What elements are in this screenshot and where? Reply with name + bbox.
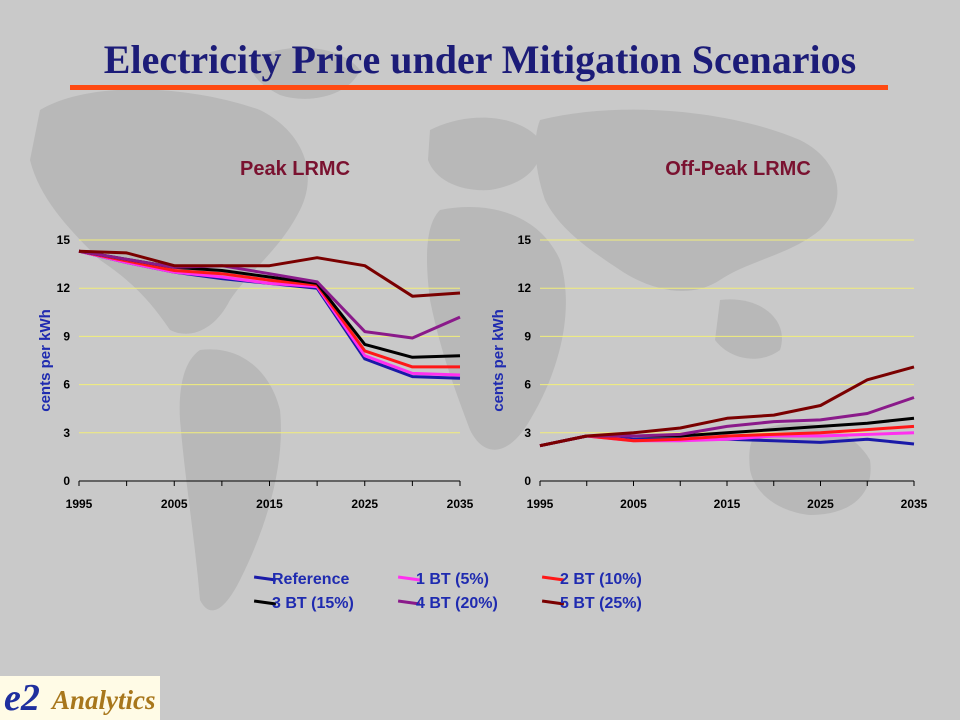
- series-line-reference: [78, 249, 461, 380]
- legend-label: 4 BT (20%): [416, 595, 498, 612]
- legend-item-1bt: 1 BT (5%): [396, 570, 540, 590]
- series-line-5-bt-25: [78, 249, 461, 298]
- legend-item-3bt: 3 BT (15%): [252, 594, 396, 614]
- legend-label: 1 BT (5%): [416, 571, 489, 588]
- x-tick-label: 2025: [807, 497, 834, 511]
- y-tick-label: 9: [524, 329, 531, 343]
- legend-item-4bt: 4 BT (20%): [396, 594, 540, 614]
- logo-mark: e2: [4, 677, 40, 719]
- x-tick-label: 2015: [256, 497, 283, 511]
- y-tick-label: 6: [63, 378, 70, 392]
- legend-item-reference: Reference: [252, 570, 396, 590]
- legend-item-5bt: 5 BT (25%): [540, 594, 684, 614]
- y-tick-label: 12: [57, 281, 71, 295]
- series-line-4-bt-20: [78, 249, 461, 340]
- x-tick-label: 1995: [527, 497, 554, 511]
- chart-title: Peak LRMC: [240, 158, 350, 180]
- chart-title: Off-Peak LRMC: [665, 158, 811, 180]
- y-axis-label: cents per kWh: [490, 309, 507, 412]
- x-tick-label: 2035: [901, 497, 928, 511]
- chart-legend: Reference 1 BT (5%) 2 BT (10%) 3 BT (15%…: [252, 570, 684, 614]
- series-line-2-bt-10: [539, 424, 915, 448]
- x-tick-label: 1995: [66, 497, 93, 511]
- series-line-2-bt-10: [78, 249, 460, 369]
- x-tick-label: 2025: [351, 497, 378, 511]
- x-tick-label: 2005: [620, 497, 647, 511]
- y-tick-label: 6: [524, 378, 531, 392]
- series-line-1-bt-5: [78, 249, 461, 377]
- y-tick-label: 0: [63, 474, 70, 488]
- legend-label: Reference: [272, 571, 350, 588]
- slide-title: Electricity Price under Mitigation Scena…: [103, 37, 857, 82]
- y-tick-label: 3: [524, 426, 531, 440]
- legend-label: 2 BT (10%): [560, 571, 642, 588]
- y-tick-label: 15: [57, 233, 71, 247]
- legend-item-2bt: 2 BT (10%): [540, 570, 684, 590]
- legend-label: 3 BT (15%): [272, 595, 354, 612]
- y-tick-label: 3: [63, 426, 70, 440]
- series-line-3-bt-15: [539, 416, 915, 448]
- y-tick-label: 12: [518, 281, 532, 295]
- title-underline: [70, 85, 888, 90]
- x-tick-label: 2035: [447, 497, 474, 511]
- y-tick-label: 0: [524, 474, 531, 488]
- company-logo: e2 Analytics: [0, 676, 160, 720]
- y-axis-label: cents per kWh: [37, 309, 54, 412]
- x-tick-label: 2005: [161, 497, 188, 511]
- y-tick-label: 15: [518, 233, 532, 247]
- series-line-5-bt-25: [539, 365, 915, 448]
- legend-label: 5 BT (25%): [560, 595, 642, 612]
- logo-text: Analytics: [52, 685, 156, 715]
- x-tick-label: 2015: [714, 497, 741, 511]
- y-tick-label: 9: [63, 329, 70, 343]
